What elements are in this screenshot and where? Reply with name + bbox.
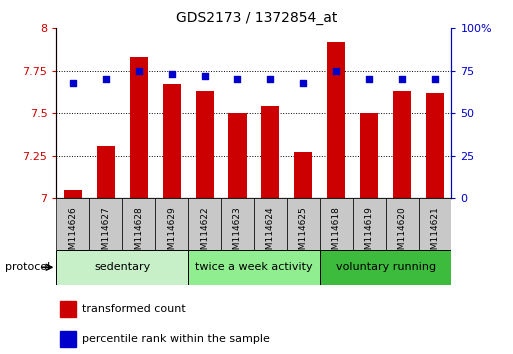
Point (299, 80, 307, 86)
Text: GSM114627: GSM114627 (101, 206, 110, 261)
Text: GSM114619: GSM114619 (365, 206, 373, 261)
Text: GSM114620: GSM114620 (398, 206, 407, 261)
Text: GSM114622: GSM114622 (200, 206, 209, 261)
Point (365, 76, 373, 82)
Bar (188, 198, 221, 250)
Point (102, 76, 110, 82)
Bar (56, 198, 89, 250)
Text: GSM114628: GSM114628 (134, 206, 143, 261)
Text: protocol: protocol (5, 262, 50, 272)
Point (431, 76, 439, 82)
Text: GSM114618: GSM114618 (332, 206, 341, 261)
Bar (261, 107, 280, 198)
Point (398, 76, 406, 82)
Text: voluntary running: voluntary running (336, 262, 436, 272)
Point (266, 76, 274, 82)
Point (134, 68, 143, 74)
Bar (130, 57, 148, 198)
Bar (287, 198, 320, 250)
Bar (254, 198, 287, 250)
Text: GSM114625: GSM114625 (299, 206, 308, 261)
Bar (426, 93, 444, 198)
Text: transformed count: transformed count (82, 304, 186, 314)
Point (69, 80, 77, 86)
Bar (353, 198, 386, 250)
Bar (155, 198, 188, 250)
Bar (320, 198, 353, 250)
Text: percentile rank within the sample: percentile rank within the sample (82, 334, 270, 344)
Text: GSM114623: GSM114623 (233, 206, 242, 261)
Text: GSM114629: GSM114629 (167, 206, 176, 261)
Bar (122, 198, 155, 250)
Bar (419, 198, 451, 250)
Bar (393, 91, 411, 198)
Text: sedentary: sedentary (94, 262, 150, 272)
Point (168, 72, 176, 77)
Point (332, 68, 340, 74)
Point (201, 73, 209, 79)
Bar (327, 42, 345, 198)
Bar (228, 113, 247, 198)
Text: GSM114621: GSM114621 (430, 206, 440, 261)
Bar (188, 250, 320, 285)
Bar (61, 331, 76, 348)
Text: GSM114624: GSM114624 (266, 206, 275, 261)
Bar (320, 250, 451, 285)
Bar (89, 198, 122, 250)
Bar (386, 198, 419, 250)
Text: GSM114626: GSM114626 (68, 206, 77, 261)
Bar (163, 84, 181, 198)
Bar (97, 145, 115, 198)
Bar (221, 198, 254, 250)
Bar (56, 250, 188, 285)
Bar (195, 91, 213, 198)
Text: twice a week activity: twice a week activity (195, 262, 313, 272)
Bar (360, 113, 378, 198)
Bar (294, 152, 312, 198)
Bar (64, 190, 82, 198)
Bar (61, 301, 76, 317)
Text: GDS2173 / 1372854_at: GDS2173 / 1372854_at (176, 11, 337, 25)
Point (233, 76, 242, 82)
